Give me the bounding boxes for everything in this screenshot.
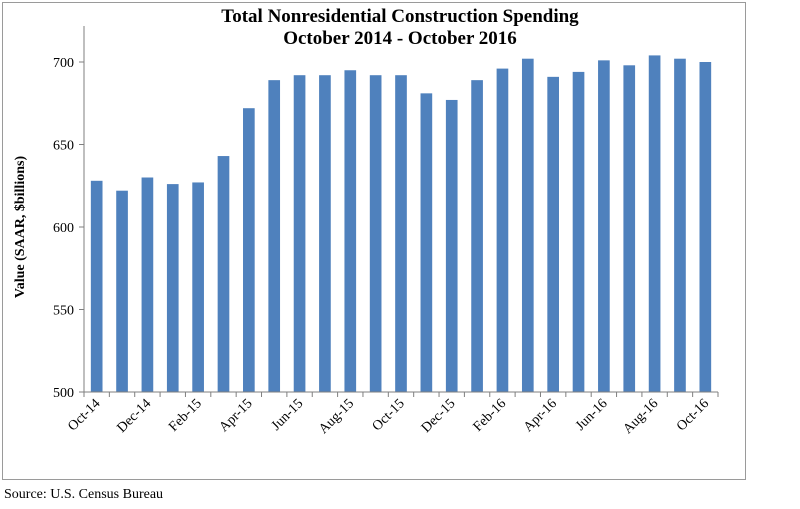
x-tick-label-apr-15: Apr-15	[217, 396, 256, 435]
x-tick-label-dec-15: Dec-15	[419, 396, 459, 436]
x-tick-label-jun-15: Jun-15	[269, 396, 307, 434]
y-tick-label-550: 550	[53, 304, 74, 319]
bar-chart: 500 550 600 650 700 Oct-14 Dec-14 Feb-15 Apr-15 J…	[13, 26, 719, 437]
x-tick-label-oct-16: Oct-16	[674, 396, 712, 434]
bar-nov-15	[420, 93, 433, 392]
bar-feb-16	[496, 68, 509, 392]
bar-feb-15	[192, 182, 204, 392]
bar-jan-16	[471, 80, 483, 393]
bar-jan-15	[166, 184, 179, 392]
y-tick-label-700: 700	[53, 56, 74, 71]
bar-sep-15	[369, 75, 382, 392]
x-tick-label-oct-15: Oct-15	[370, 396, 408, 434]
bar-nov-14	[116, 190, 128, 392]
bar-mar-15	[217, 156, 230, 392]
source-note: Source: U.S. Census Bureau	[4, 487, 164, 502]
bar-may-15	[268, 80, 281, 393]
bar-dec-15	[445, 99, 458, 392]
y-tick-label-650: 650	[53, 139, 74, 154]
x-tick-label-feb-15: Feb-15	[166, 396, 205, 435]
x-tick-label-feb-16: Feb-16	[471, 396, 510, 435]
chart-frame	[2, 2, 746, 480]
bar-apr-16	[547, 76, 559, 392]
bar-aug-16	[648, 55, 661, 393]
y-axis-title: Value (SAAR, $billions)	[13, 156, 28, 299]
chart-title: Total Nonresidential Construction Spendi…	[221, 6, 579, 27]
y-tick-label-500: 500	[53, 386, 74, 401]
x-tick-label-aug-16: Aug-16	[621, 396, 662, 437]
bar-apr-15	[243, 108, 255, 392]
bar-may-16	[572, 71, 585, 393]
bar-aug-15	[344, 70, 357, 392]
x-tick-label-oct-14: Oct-14	[65, 396, 103, 434]
x-tick-label-apr-16: Apr-16	[521, 396, 560, 435]
bar-jul-15	[319, 75, 331, 392]
chart-subtitle: October 2014 - October 2016	[283, 28, 517, 49]
bar-sep-16	[674, 58, 686, 392]
bar-jul-16	[623, 65, 636, 393]
y-tick-label-600: 600	[53, 221, 74, 236]
bar-jun-16	[598, 60, 610, 392]
bar-jun-15	[293, 75, 306, 392]
bar-dec-14	[141, 177, 154, 392]
x-tick-label-jun-16: Jun-16	[573, 396, 611, 434]
bar-oct-15	[395, 75, 407, 392]
x-tick-label-aug-15: Aug-15	[316, 396, 357, 437]
plot-area: 500 550 600 650 700 Oct-14 Dec-14 Feb-15 Apr-15 J…	[13, 26, 719, 437]
bar-mar-16	[521, 58, 534, 392]
x-tick-label-dec-14: Dec-14	[114, 396, 154, 436]
bar-oct-14	[90, 180, 103, 392]
bar-oct-16	[699, 62, 712, 392]
